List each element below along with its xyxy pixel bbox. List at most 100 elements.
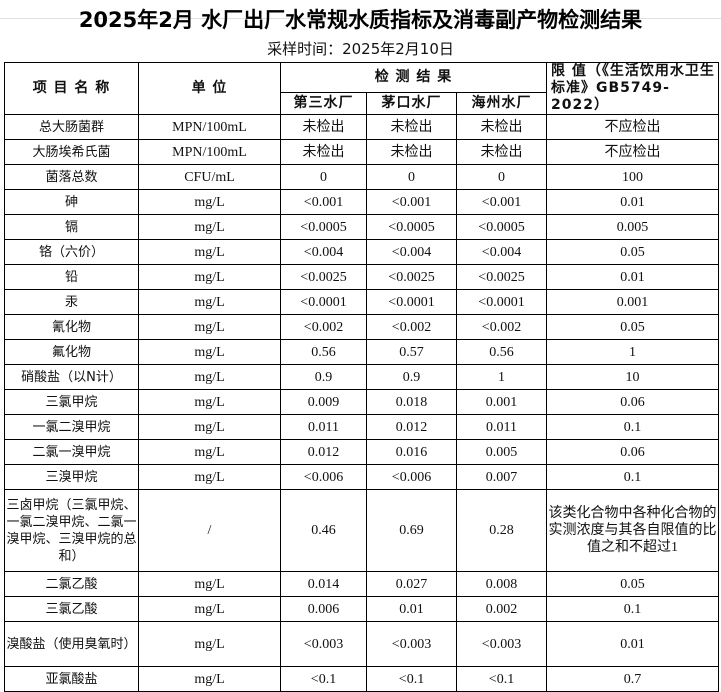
limit: 该类化合物中各种化合物的实测浓度与其各自限值的比值之和不超过1 (546, 489, 719, 572)
value: 0.28 (456, 489, 547, 572)
limit: 0.06 (546, 439, 719, 465)
item-name: 溴酸盐（使用臭氧时） (4, 621, 139, 667)
value: 0 (456, 164, 547, 190)
value: 0.56 (280, 339, 367, 365)
limit: 0.7 (546, 666, 719, 692)
value: 0.008 (456, 571, 547, 597)
value: <0.0001 (366, 289, 457, 315)
item-name: 三溴甲烷 (4, 464, 139, 490)
table-row: 氰化物 mg/L <0.002 <0.002 <0.002 0.05 (4, 314, 719, 340)
table-row: 溴酸盐（使用臭氧时） mg/L <0.003 <0.003 <0.003 0.01 (4, 621, 719, 667)
limit: 不应检出 (546, 139, 719, 165)
header-item: 项 目 名 称 (4, 62, 139, 115)
limit: 0.01 (546, 621, 719, 667)
item-name: 铬（六价） (4, 239, 139, 265)
table-row: 二氯一溴甲烷 mg/L 0.012 0.016 0.005 0.06 (4, 439, 719, 465)
item-name: 镉 (4, 214, 139, 240)
value: 0.01 (366, 596, 457, 622)
item-name: 铅 (4, 264, 139, 290)
value: <0.0025 (280, 264, 367, 290)
value: 0.011 (456, 414, 547, 440)
limit: 0.05 (546, 239, 719, 265)
value: <0.1 (456, 666, 547, 692)
value: 0.46 (280, 489, 367, 572)
unit: mg/L (138, 389, 281, 415)
header-plant: 第三水厂 (280, 92, 367, 115)
unit: mg/L (138, 364, 281, 390)
limit: 0.01 (546, 189, 719, 215)
table-row: 总大肠菌群 MPN/100mL 未检出 未检出 未检出 不应检出 (4, 114, 719, 140)
value: 0.9 (366, 364, 457, 390)
item-name: 氟化物 (4, 339, 139, 365)
unit: mg/L (138, 596, 281, 622)
item-name: 亚氯酸盐 (4, 666, 139, 692)
table-row: 硝酸盐（以N计） mg/L 0.9 0.9 1 10 (4, 364, 719, 390)
value: <0.004 (366, 239, 457, 265)
item-name: 二氯乙酸 (4, 571, 139, 597)
value: <0.006 (366, 464, 457, 490)
value: 0.9 (280, 364, 367, 390)
value: <0.0005 (456, 214, 547, 240)
header-results: 检 测 结 果 (280, 61, 547, 94)
table-row: 铬（六价） mg/L <0.004 <0.004 <0.004 0.05 (4, 239, 719, 265)
item-name: 总大肠菌群 (4, 114, 139, 140)
table-row: 二氯乙酸 mg/L 0.014 0.027 0.008 0.05 (4, 571, 719, 597)
table-row: 镉 mg/L <0.0005 <0.0005 <0.0005 0.005 (4, 214, 719, 240)
value: <0.1 (366, 666, 457, 692)
value: 未检出 (366, 139, 457, 165)
limit: 0.01 (546, 264, 719, 290)
item-name: 三卤甲烷（三氯甲烷、一氯二溴甲烷、二氯一溴甲烷、三溴甲烷的总和） (4, 489, 139, 572)
unit: mg/L (138, 189, 281, 215)
value: 0.011 (280, 414, 367, 440)
limit: 不应检出 (546, 114, 719, 140)
value: 未检出 (280, 139, 367, 165)
value: <0.0025 (456, 264, 547, 290)
unit: / (138, 489, 281, 572)
value: <0.001 (456, 189, 547, 215)
table-row: 大肠埃希氏菌 MPN/100mL 未检出 未检出 未检出 不应检出 (4, 139, 719, 165)
value: <0.001 (366, 189, 457, 215)
value: <0.003 (456, 621, 547, 667)
item-name: 二氯一溴甲烷 (4, 439, 139, 465)
limit: 0.06 (546, 389, 719, 415)
value: <0.1 (280, 666, 367, 692)
table-row: 亚氯酸盐 mg/L <0.1 <0.1 <0.1 0.7 (4, 666, 719, 692)
unit: MPN/100mL (138, 114, 281, 140)
table-row: 菌落总数 CFU/mL 0 0 0 100 (4, 164, 719, 190)
value: 0.027 (366, 571, 457, 597)
item-name: 三氯甲烷 (4, 389, 139, 415)
unit: mg/L (138, 314, 281, 340)
header-plant: 海州水厂 (456, 92, 547, 115)
header-unit: 单 位 (138, 62, 281, 115)
unit: mg/L (138, 464, 281, 490)
value: 0.007 (456, 464, 547, 490)
table-row: 氟化物 mg/L 0.56 0.57 0.56 1 (4, 339, 719, 365)
unit: mg/L (138, 666, 281, 692)
item-name: 砷 (4, 189, 139, 215)
item-name: 三氯乙酸 (4, 596, 139, 622)
unit: mg/L (138, 571, 281, 597)
header-plant: 茅口水厂 (366, 92, 457, 115)
limit: 100 (546, 164, 719, 190)
value: 未检出 (456, 114, 547, 140)
limit: 0.001 (546, 289, 719, 315)
value: 1 (456, 364, 547, 390)
page-title: 2025年2月 水厂出厂水常规水质指标及消毒副产物检测结果 (78, 8, 643, 32)
unit: CFU/mL (138, 164, 281, 190)
results-table: 项 目 名 称 单 位 检 测 结 果 限 值（《生活饮用水卫生标准》GB574… (4, 61, 719, 692)
value: <0.004 (456, 239, 547, 265)
value: 0.56 (456, 339, 547, 365)
value: 未检出 (280, 114, 367, 140)
value: <0.001 (280, 189, 367, 215)
value: <0.002 (366, 314, 457, 340)
header-limit: 限 值（《生活饮用水卫生标准》GB5749-2022） (546, 62, 719, 115)
table-row: 三氯乙酸 mg/L 0.006 0.01 0.002 0.1 (4, 596, 719, 622)
sheet-gridline (0, 18, 721, 19)
value: <0.0001 (456, 289, 547, 315)
value: 0.012 (366, 414, 457, 440)
unit: mg/L (138, 339, 281, 365)
item-name: 汞 (4, 289, 139, 315)
item-name: 大肠埃希氏菌 (4, 139, 139, 165)
unit: MPN/100mL (138, 139, 281, 165)
item-name: 菌落总数 (4, 164, 139, 190)
